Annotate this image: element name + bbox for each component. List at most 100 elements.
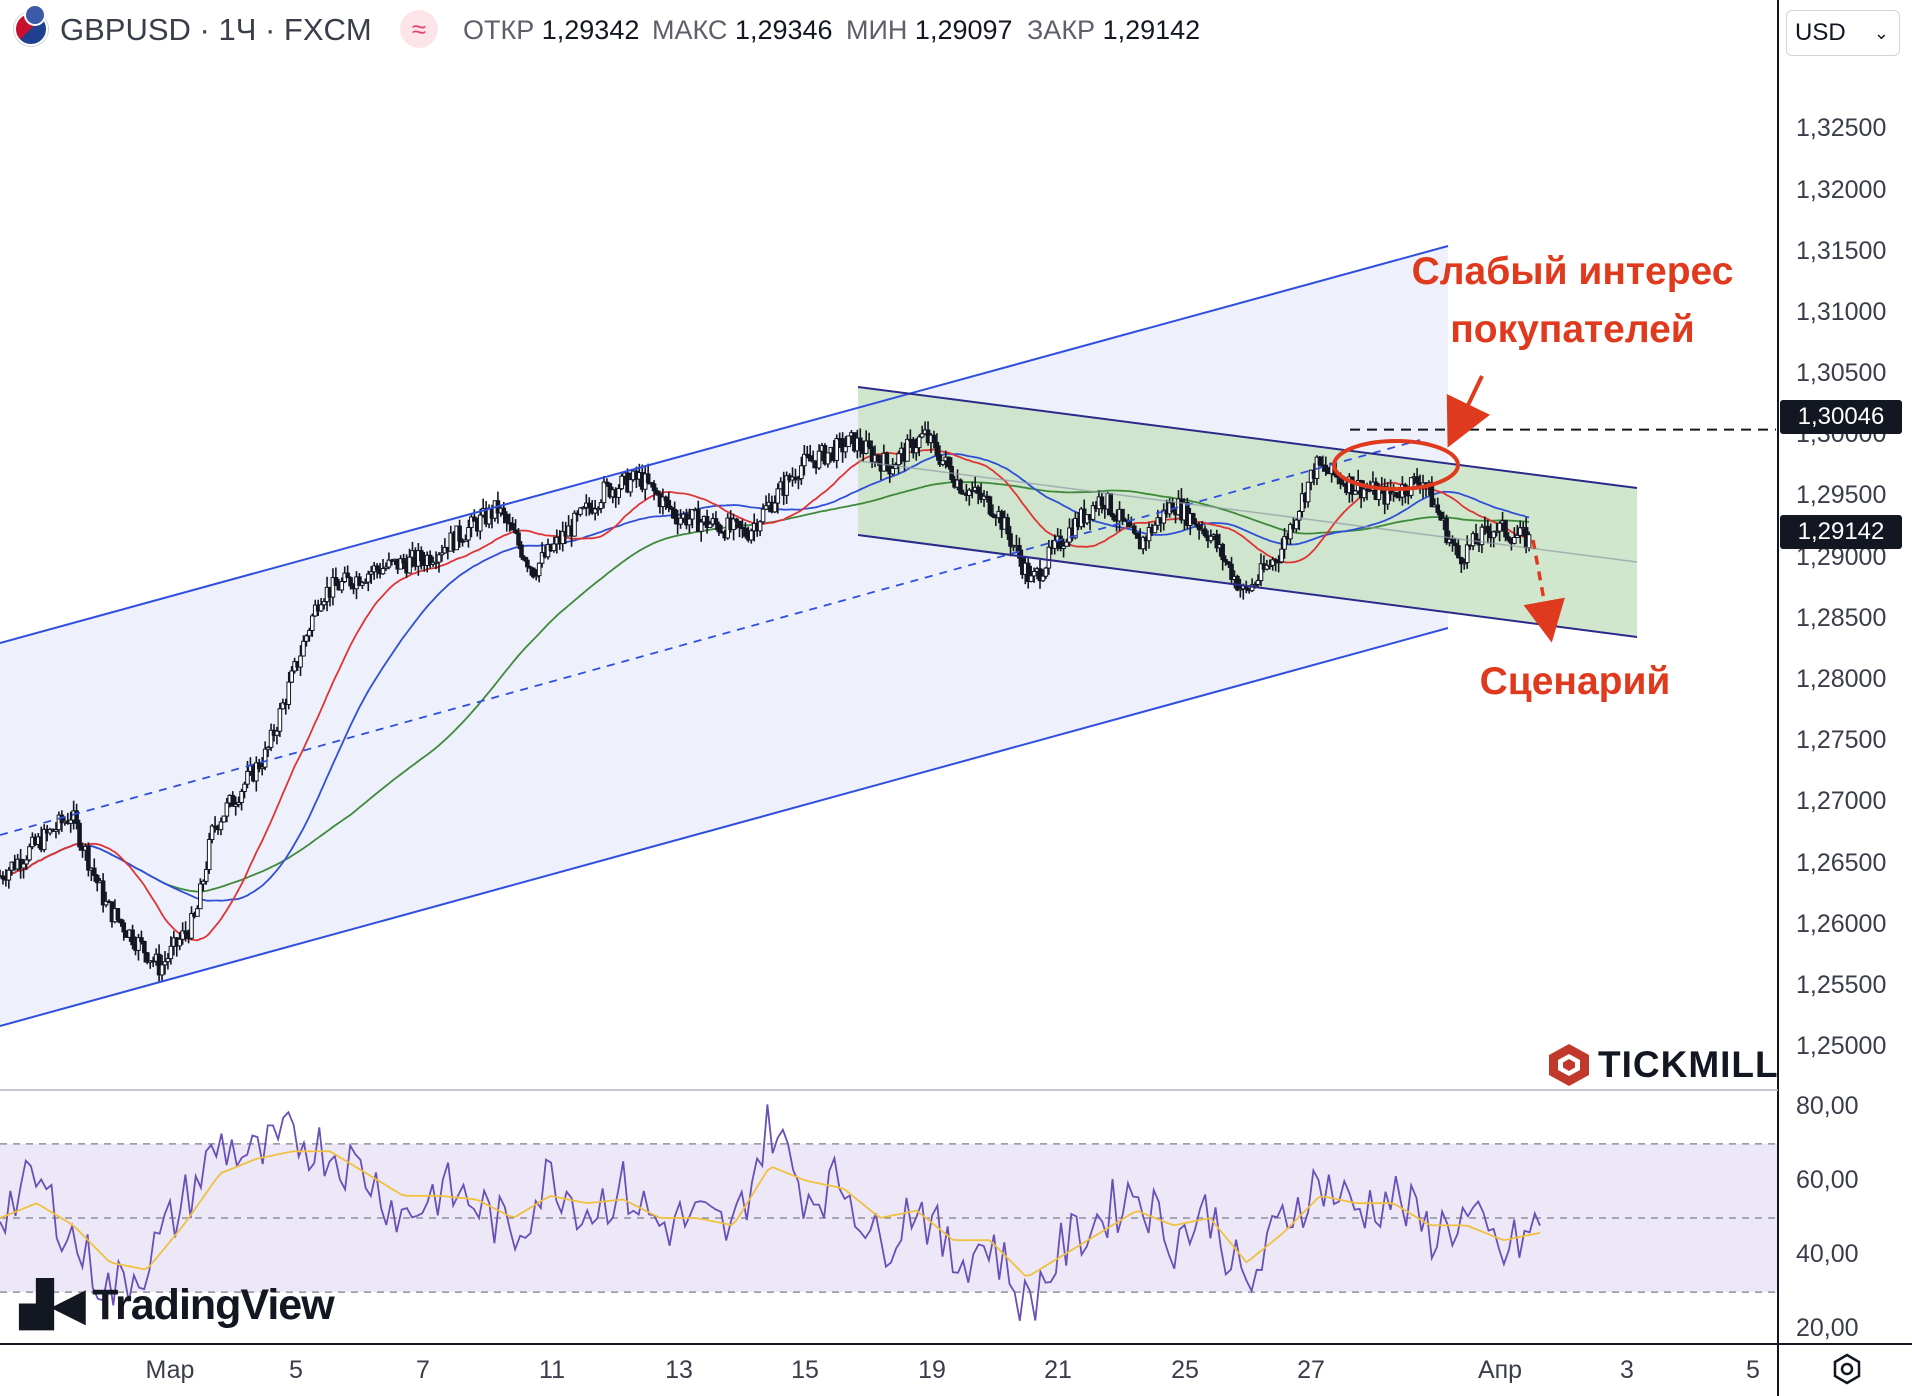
- candle-body: [1064, 541, 1069, 547]
- tickmill-mark-icon: [1549, 1044, 1589, 1086]
- candle-body: [1350, 476, 1355, 495]
- candle: [230, 791, 236, 807]
- candle: [707, 520, 713, 529]
- candle: [206, 832, 212, 874]
- candle-body: [663, 496, 669, 501]
- candle-body: [1376, 488, 1382, 500]
- candle-body: [277, 708, 283, 732]
- candle-body: [6, 869, 12, 881]
- candle-body: [463, 539, 468, 542]
- candle-body: [130, 929, 135, 946]
- candle-body: [94, 874, 100, 884]
- candle: [528, 565, 533, 576]
- candle: [666, 491, 672, 513]
- candle-body: [1223, 559, 1228, 563]
- candle-body: [1214, 534, 1220, 549]
- candle: [695, 500, 701, 532]
- usd-flag-icon: [24, 4, 46, 26]
- candle-body: [466, 527, 471, 541]
- candle-body: [1043, 567, 1049, 577]
- candle: [24, 855, 29, 870]
- candle-body: [946, 456, 951, 468]
- candle-body: [763, 505, 769, 510]
- candle-body: [1270, 559, 1276, 566]
- candle: [743, 522, 748, 539]
- candle: [1267, 559, 1273, 570]
- candle: [363, 578, 368, 584]
- candle: [990, 504, 996, 519]
- candle: [1223, 555, 1228, 566]
- candle-body: [318, 604, 324, 612]
- low-label: МИН: [846, 15, 908, 45]
- candle-body: [1352, 490, 1358, 495]
- candle-body: [177, 938, 183, 947]
- candle: [731, 513, 736, 541]
- candle-body: [1111, 514, 1116, 521]
- candle-body: [209, 825, 215, 840]
- candle-body: [802, 453, 807, 467]
- candle-body: [345, 572, 350, 579]
- candle: [1061, 538, 1066, 558]
- low-value: 1,29097: [914, 15, 1013, 45]
- candle-body: [645, 473, 651, 484]
- candle-body: [628, 479, 633, 493]
- candle-body: [195, 908, 200, 917]
- candle-body: [796, 478, 801, 481]
- candle-body: [304, 635, 309, 642]
- candle: [304, 634, 309, 647]
- candle: [254, 756, 259, 792]
- candle-body: [298, 655, 303, 668]
- candle-body: [737, 520, 742, 528]
- rsi-line: [0, 1104, 1541, 1321]
- candle: [168, 936, 174, 965]
- candle-body: [136, 937, 141, 951]
- time-tick-label: Апр: [1477, 1356, 1523, 1384]
- candle-body: [1394, 491, 1399, 498]
- candle-body: [433, 561, 439, 564]
- candle-body: [1288, 524, 1293, 540]
- candle-body: [687, 518, 692, 526]
- candle: [533, 569, 539, 581]
- candle: [330, 568, 336, 606]
- candle: [1270, 556, 1276, 571]
- candle: [804, 445, 810, 459]
- currency-select[interactable]: USD ⌄: [1786, 10, 1900, 56]
- candle: [165, 953, 171, 970]
- candle: [345, 565, 350, 579]
- candle-body: [165, 958, 171, 963]
- price-tick-label: 1,30500: [1796, 359, 1887, 388]
- candle: [1264, 559, 1270, 571]
- wave-icon[interactable]: ≈: [400, 10, 438, 48]
- settings-icon[interactable]: [1830, 1352, 1864, 1386]
- candle-body: [239, 790, 244, 803]
- candle: [74, 803, 79, 830]
- time-tick-label: 7: [416, 1356, 430, 1384]
- candle-body: [307, 629, 312, 637]
- candle-body: [274, 730, 280, 736]
- symbol-title[interactable]: GBPUSD · 1Ч · FXCM: [60, 12, 372, 47]
- candle: [463, 534, 468, 542]
- candle: [218, 817, 224, 836]
- candle: [309, 613, 315, 637]
- candle: [1503, 519, 1508, 542]
- candle: [525, 557, 530, 573]
- candle: [121, 919, 127, 941]
- candle-body: [380, 568, 386, 575]
- candle-body: [884, 452, 890, 466]
- candle: [1131, 524, 1137, 535]
- candle-body: [919, 433, 925, 438]
- candle: [274, 726, 280, 745]
- candle: [100, 873, 106, 913]
- candle-body: [1506, 536, 1511, 541]
- price-tick-label: 1,28500: [1796, 603, 1887, 632]
- candle: [439, 544, 445, 562]
- candle: [209, 824, 215, 844]
- candle-body: [522, 556, 527, 561]
- candle: [586, 497, 592, 516]
- candle: [1456, 539, 1461, 559]
- candle-body: [1040, 575, 1046, 582]
- candle-body: [103, 900, 109, 906]
- candle-body: [236, 801, 241, 805]
- candle: [1461, 558, 1467, 570]
